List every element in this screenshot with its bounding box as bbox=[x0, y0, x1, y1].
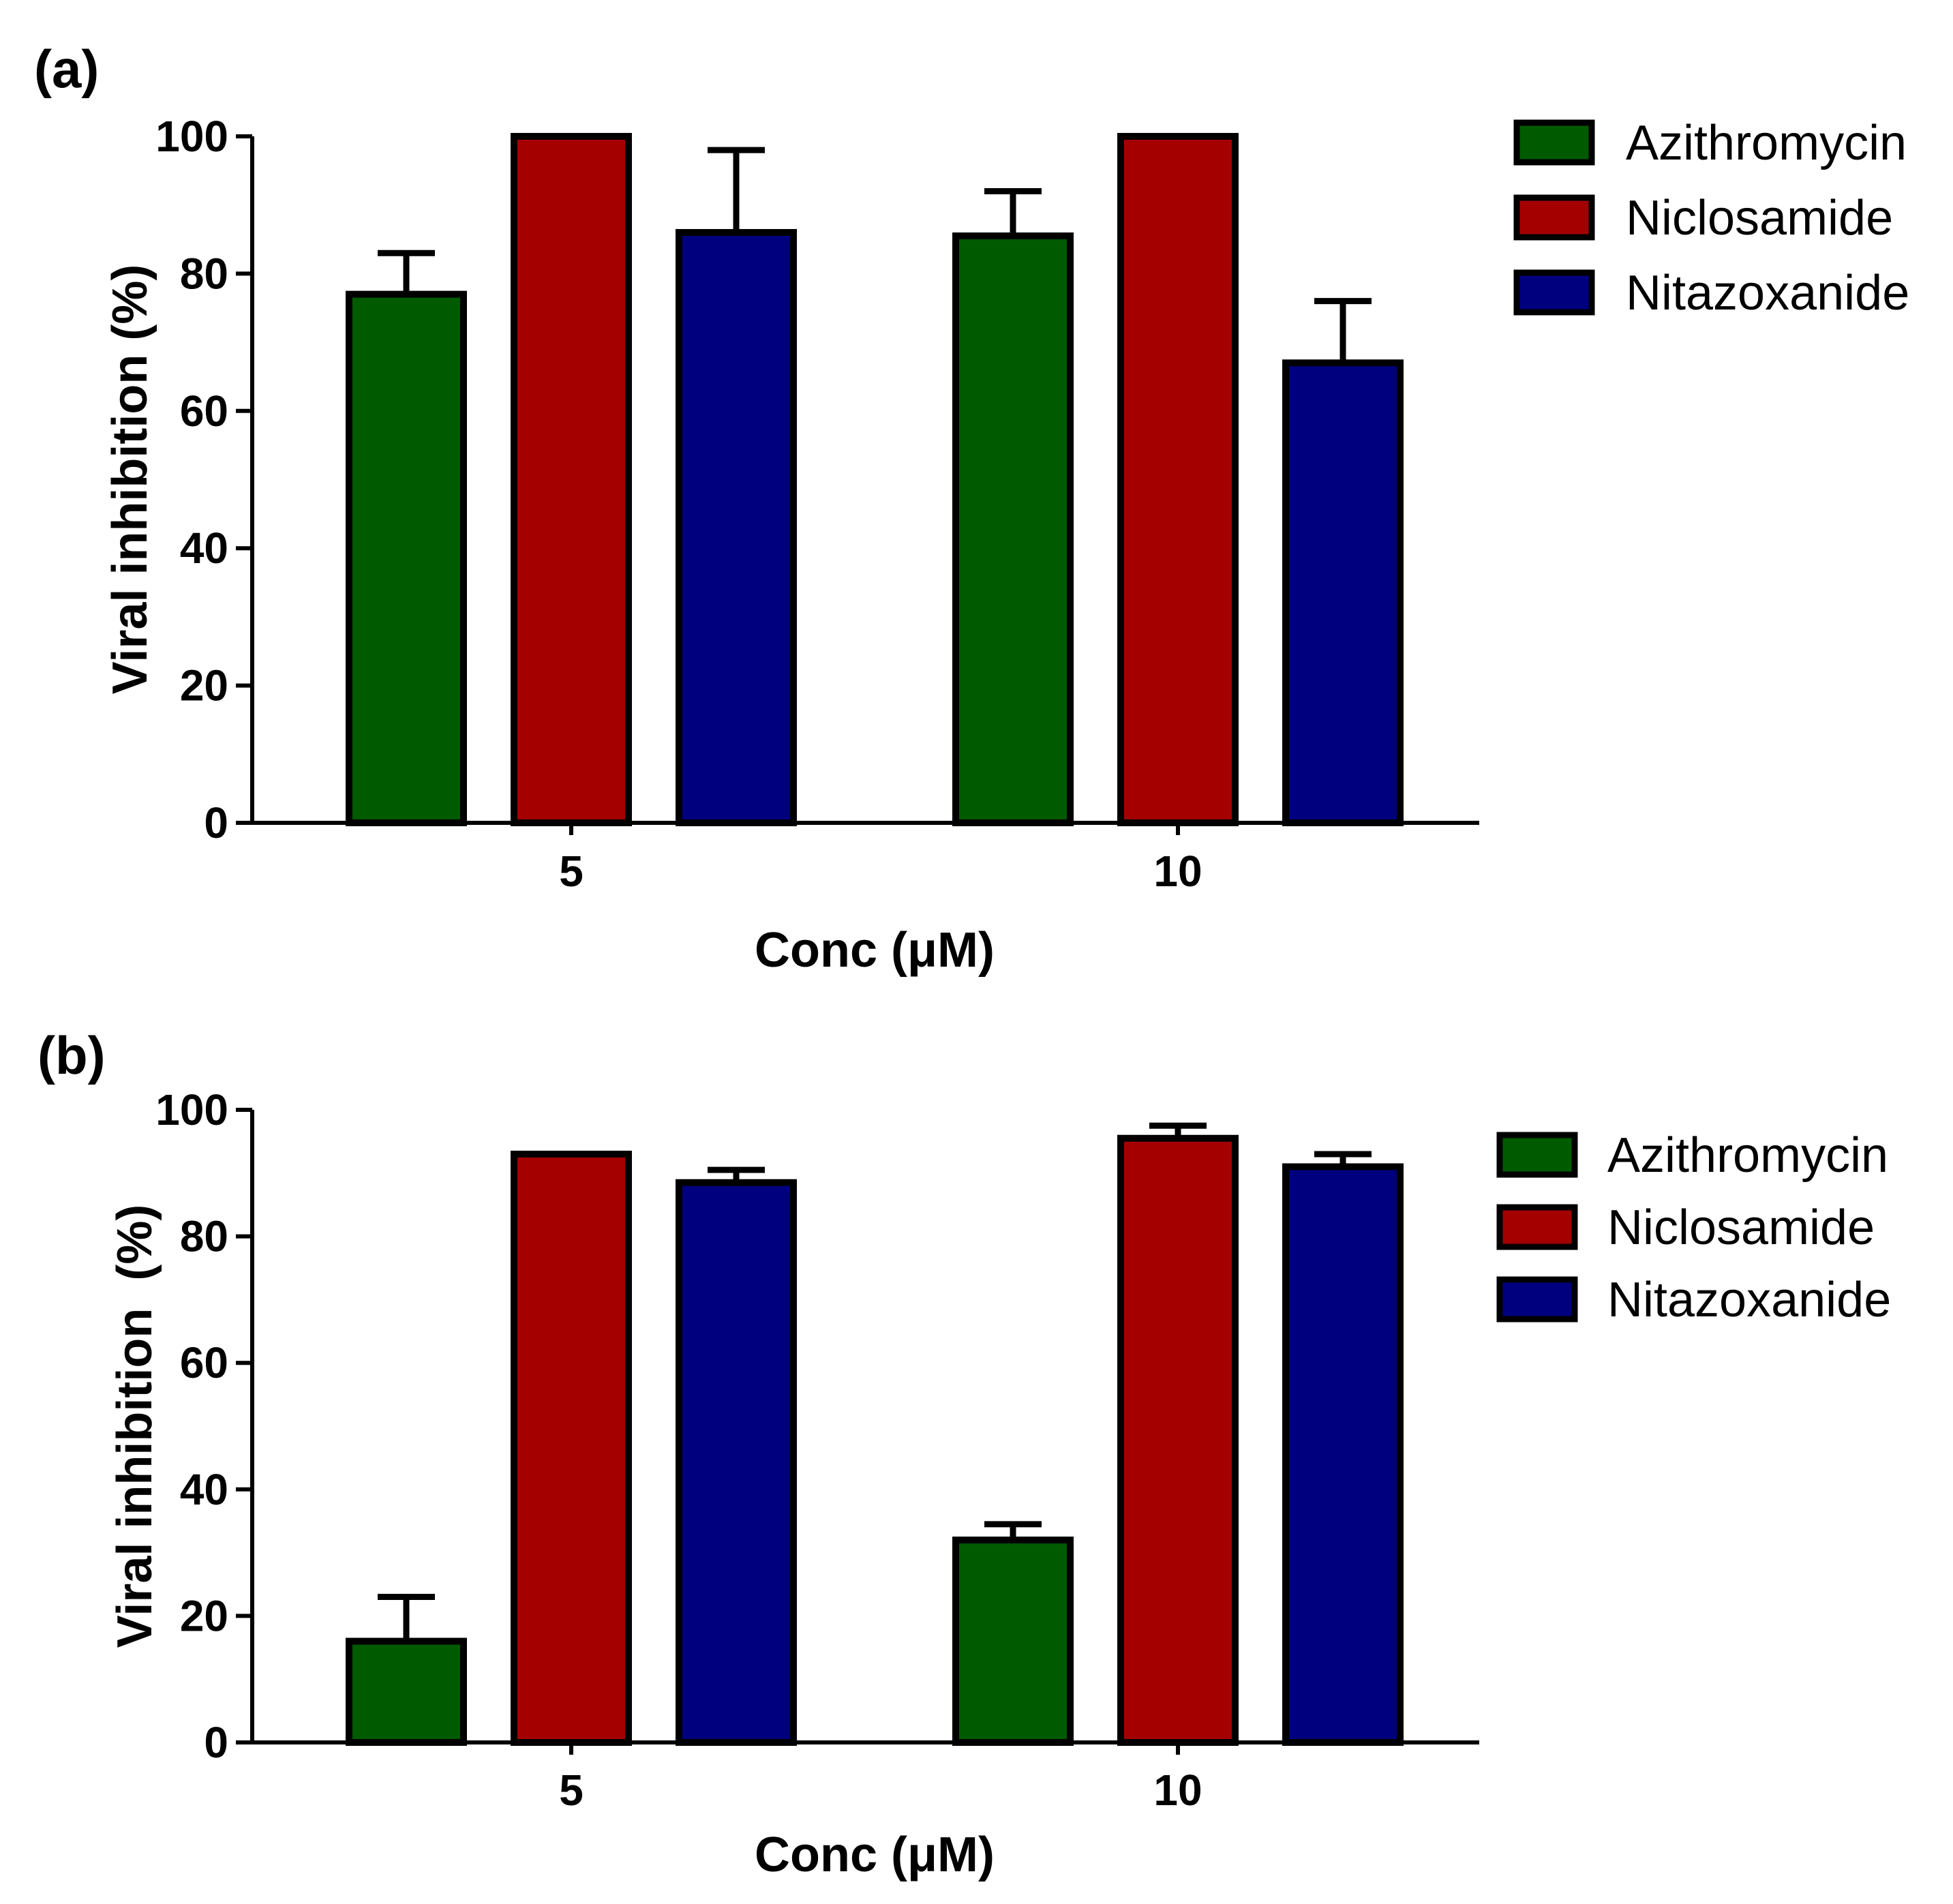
x-tick-label: 5 bbox=[559, 847, 584, 896]
legend-label: Nitazoxanide bbox=[1607, 1273, 1891, 1327]
x-axis-title: Conc (μM) bbox=[755, 923, 995, 978]
bar bbox=[1282, 359, 1404, 826]
x-axis-title: Conc (μM) bbox=[755, 1828, 995, 1882]
legend-swatch bbox=[1513, 269, 1595, 316]
bar bbox=[952, 232, 1074, 826]
y-tick-label: 20 bbox=[180, 661, 228, 710]
y-tick-label: 100 bbox=[155, 112, 228, 161]
legend-label: Niclosamide bbox=[1626, 191, 1893, 245]
panel-label: (b) bbox=[37, 1025, 106, 1085]
y-tick-label: 100 bbox=[155, 1085, 228, 1134]
legend: Azithromycin Niclosamide Nitazoxanide bbox=[1496, 1128, 1891, 1327]
y-tick-label: 60 bbox=[180, 387, 228, 436]
legend-swatch bbox=[1513, 194, 1595, 241]
legend-swatch bbox=[1496, 1132, 1578, 1178]
y-tick-label: 60 bbox=[180, 1338, 228, 1387]
legend-swatch bbox=[1496, 1276, 1578, 1323]
legend-label: Azithromycin bbox=[1607, 1128, 1888, 1183]
legend-label: Nitazoxanide bbox=[1626, 266, 1909, 320]
bar bbox=[1117, 1134, 1239, 1746]
bar bbox=[346, 1637, 467, 1747]
legend: Azithromycin Niclosamide Nitazoxanide bbox=[1513, 116, 1909, 320]
y-tick-label: 40 bbox=[180, 1465, 228, 1514]
legend-swatch bbox=[1513, 119, 1595, 166]
y-tick-label: 80 bbox=[180, 1212, 228, 1261]
legend-label: Niclosamide bbox=[1607, 1200, 1875, 1255]
bar bbox=[346, 290, 467, 826]
bar bbox=[676, 228, 797, 827]
y-tick-label: 40 bbox=[180, 524, 228, 573]
y-axis-title: Viral inhibition (%) bbox=[108, 1205, 162, 1648]
y-tick-label: 80 bbox=[180, 249, 228, 298]
bar bbox=[511, 1150, 632, 1746]
y-tick-label: 20 bbox=[180, 1591, 228, 1640]
legend-label: Azithromycin bbox=[1626, 116, 1907, 170]
y-axis-title: Viral inhibition (%) bbox=[103, 265, 157, 695]
bar bbox=[511, 133, 632, 826]
legend-swatch bbox=[1496, 1204, 1578, 1250]
y-tick-label: 0 bbox=[204, 798, 228, 847]
x-tick-label: 10 bbox=[1153, 1766, 1202, 1815]
bar bbox=[676, 1179, 797, 1746]
bar bbox=[1282, 1163, 1404, 1746]
panel-label: (a) bbox=[34, 39, 99, 99]
x-tick-label: 5 bbox=[559, 1766, 584, 1815]
bar bbox=[952, 1537, 1074, 1747]
x-tick-label: 10 bbox=[1153, 847, 1202, 896]
y-tick-label: 0 bbox=[204, 1718, 228, 1767]
bar bbox=[1117, 133, 1239, 826]
